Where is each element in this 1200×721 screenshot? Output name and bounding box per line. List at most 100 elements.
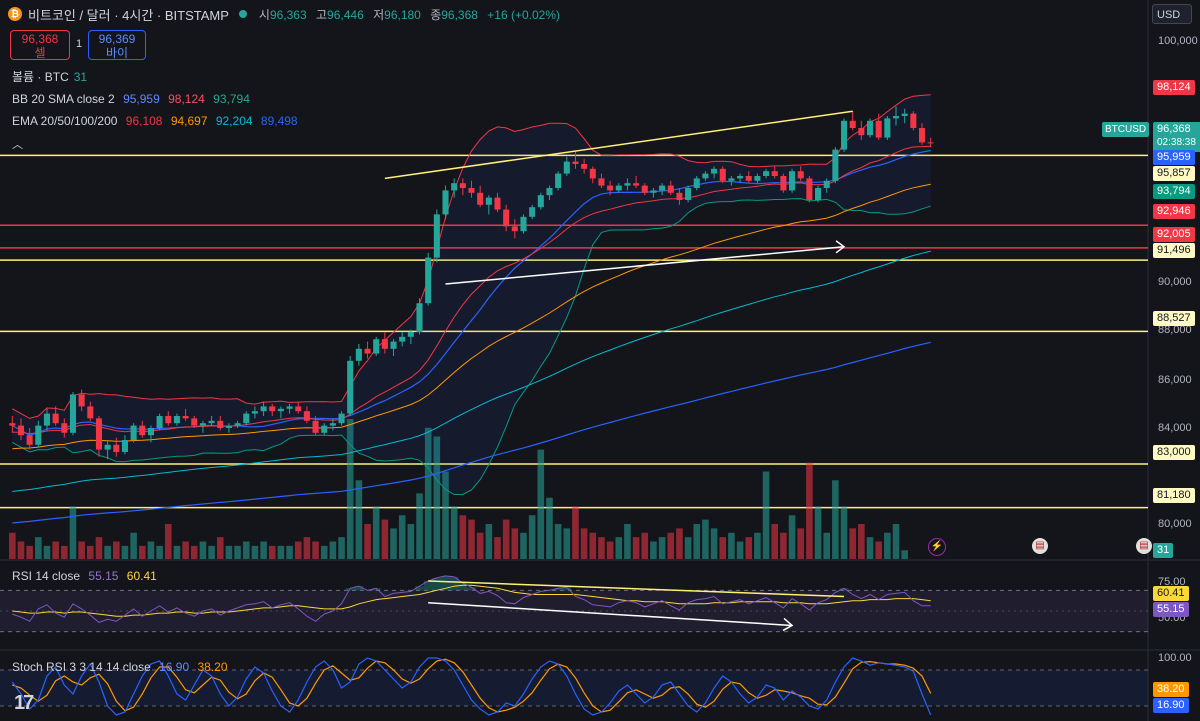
- volume-bar: [364, 524, 371, 559]
- volume-bar: [598, 537, 605, 559]
- volume-bar: [164, 524, 172, 559]
- bb-basis-line: [12, 149, 931, 436]
- volume-bar: [858, 524, 865, 559]
- volume-bar: [780, 532, 787, 559]
- currency-selector[interactable]: USD: [1152, 4, 1192, 24]
- candle: [901, 113, 908, 116]
- candle: [546, 188, 553, 196]
- volume-bar: [260, 541, 267, 559]
- spread-value: 1: [76, 38, 83, 50]
- volume-bar: [95, 537, 103, 559]
- trendline-arrow-white: [445, 246, 845, 285]
- candle: [191, 418, 198, 426]
- volume-bar: [61, 545, 68, 559]
- bitcoin-icon[interactable]: ₿: [8, 7, 22, 21]
- volume-bar: [589, 532, 597, 559]
- volume-bar: [693, 524, 701, 559]
- price-axis-label: 84,000: [1158, 422, 1192, 434]
- candle: [104, 444, 111, 450]
- ema20-line: [12, 145, 931, 435]
- candle: [780, 176, 787, 191]
- candle: [572, 161, 579, 164]
- candle: [277, 408, 284, 412]
- arrow-head: [782, 617, 794, 632]
- price-axis-label: 88,000: [1158, 324, 1192, 336]
- level-tag: 92,946: [1153, 204, 1195, 219]
- candle: [425, 257, 432, 304]
- volume-bar: [866, 537, 874, 559]
- symbol-title[interactable]: 비트코인 / 달러 · 4시간 · BITSTAMP: [28, 7, 229, 23]
- candle: [849, 120, 856, 128]
- candle: [69, 394, 77, 433]
- candle: [217, 420, 224, 428]
- bb-upper-line: [12, 94, 931, 419]
- candle: [87, 406, 94, 419]
- tradingview-logo-icon[interactable]: 17: [14, 692, 34, 714]
- candle: [243, 413, 250, 424]
- volume-bar: [433, 436, 441, 559]
- volume-bar: [667, 532, 675, 559]
- volume-bar: [87, 545, 94, 559]
- volume-bar: [312, 541, 319, 559]
- candle: [797, 171, 804, 179]
- volume-bar: [199, 541, 207, 559]
- volume-bar: [676, 528, 683, 559]
- candle: [884, 118, 891, 138]
- us-flag-event-icon[interactable]: ▤: [1032, 538, 1048, 554]
- candle: [26, 435, 33, 445]
- candle: [832, 149, 839, 181]
- ema-legend[interactable]: EMA 20/50/100/200 96,108 94,697 92,204 8…: [12, 114, 298, 128]
- lightning-event-icon[interactable]: ⚡: [928, 538, 946, 556]
- sell-button[interactable]: 96,368 셀: [10, 30, 70, 60]
- volume-bar: [190, 545, 198, 559]
- volume-bar: [338, 537, 345, 559]
- volume-bar: [719, 537, 727, 559]
- volume-bar: [52, 541, 59, 559]
- volume-bar: [554, 524, 562, 559]
- candle: [165, 416, 172, 424]
- candle: [477, 192, 484, 205]
- us-flag-event-icon[interactable]: ▤: [1136, 538, 1152, 554]
- volume-bar: [580, 528, 588, 559]
- price-axis-label: 86,000: [1158, 374, 1192, 386]
- candle: [607, 185, 614, 191]
- candle: [373, 339, 380, 354]
- volume-legend[interactable]: 볼륨 · BTC 31: [12, 70, 88, 84]
- rsi-legend[interactable]: RSI 14 close 55.15 60.41: [12, 569, 157, 583]
- volume-bar: [294, 541, 302, 559]
- candle: [918, 128, 926, 143]
- candle: [754, 176, 761, 181]
- volume-bar: [736, 541, 744, 559]
- candle: [711, 168, 718, 174]
- price-change: +16 (+0.02%): [487, 7, 560, 22]
- buy-button[interactable]: 96,369 바이: [88, 30, 146, 60]
- volume-bar: [762, 471, 770, 559]
- volume-bar: [138, 545, 146, 559]
- volume-bar: [346, 419, 354, 559]
- volume-bar: [806, 462, 813, 559]
- volume-bar: [320, 545, 328, 559]
- candle: [598, 178, 605, 186]
- volume-bar: [286, 545, 293, 559]
- volume-bar: [372, 506, 380, 559]
- stoch-legend[interactable]: Stoch RSI 3 3 14 14 close 16.90 38.20: [12, 660, 228, 674]
- candle: [390, 341, 397, 349]
- volume-bar: [502, 519, 510, 559]
- candle: [147, 428, 154, 436]
- candle: [511, 226, 518, 232]
- collapse-legend-icon[interactable]: ︿: [12, 139, 23, 151]
- candle: [841, 120, 848, 150]
- bb-legend[interactable]: BB 20 SMA close 2 95,959 98,124 93,794: [12, 92, 250, 106]
- volume-bar: [901, 550, 908, 559]
- rsi-trendline-yellow: [428, 580, 845, 598]
- candle: [520, 216, 527, 232]
- stoch-d-line: [12, 658, 932, 713]
- volume-bar: [528, 515, 536, 559]
- candle: [745, 176, 752, 181]
- volume-bar: [754, 532, 761, 559]
- volume-bar: [624, 524, 631, 559]
- volume-bar: [814, 506, 822, 559]
- candle: [589, 168, 596, 179]
- candle: [355, 348, 362, 361]
